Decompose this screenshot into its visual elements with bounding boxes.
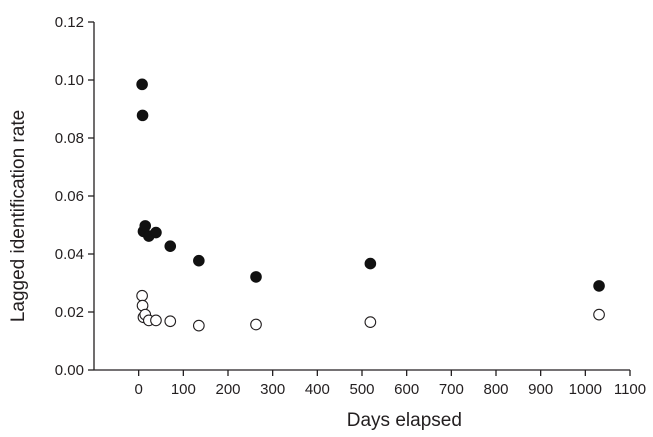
x-tick-label: 100 — [171, 381, 196, 398]
filled-data-point — [150, 226, 162, 239]
open-data-point — [364, 316, 377, 329]
y-axis-ticks: 0.00 0.02 0.04 0.06 0.08 0.10 0.12 — [55, 14, 94, 379]
filled-data-point — [136, 109, 149, 122]
y-tick-label: 0.02 — [55, 304, 84, 321]
x-tick-label: 700 — [439, 381, 464, 398]
x-axis-title: Days elapsed — [347, 410, 462, 431]
y-axis-title: Lagged identification rate — [8, 110, 29, 322]
filled-data-point — [136, 78, 148, 91]
x-tick-label: 1000 — [569, 381, 602, 398]
y-tick-label: 0.04 — [55, 246, 84, 263]
x-tick-label: 0 — [134, 381, 142, 398]
x-tick-label: 400 — [305, 381, 330, 398]
data-points — [136, 78, 605, 332]
x-tick-label: 300 — [260, 381, 285, 398]
open-data-point — [593, 308, 605, 321]
open-data-point — [164, 315, 177, 328]
filled-data-point — [250, 271, 262, 283]
x-tick-label: 1100 — [614, 381, 646, 398]
filled-data-point — [164, 240, 177, 252]
x-tick-label: 500 — [349, 381, 374, 398]
y-tick-label: 0.10 — [55, 72, 84, 89]
x-tick-label: 900 — [528, 381, 553, 398]
x-tick-label: 800 — [483, 381, 508, 398]
y-tick-label: 0.06 — [55, 188, 84, 205]
open-data-point — [136, 289, 148, 302]
x-axis-ticks: 0 100 200 300 400 500 600 700 800 900 1000 1100 — [134, 370, 646, 398]
filled-data-point — [364, 257, 377, 270]
filled-data-point — [139, 220, 152, 232]
y-tick-label: 0.12 — [55, 14, 84, 31]
y-tick-label: 0.08 — [55, 130, 84, 147]
y-tick-label: 0.00 — [55, 362, 84, 379]
filled-data-point — [193, 254, 205, 267]
filled-data-point — [593, 280, 605, 292]
open-data-point — [150, 314, 162, 327]
x-tick-label: 200 — [215, 381, 240, 398]
x-tick-label: 600 — [394, 381, 419, 398]
open-data-point — [250, 318, 262, 331]
open-data-point — [192, 319, 205, 332]
